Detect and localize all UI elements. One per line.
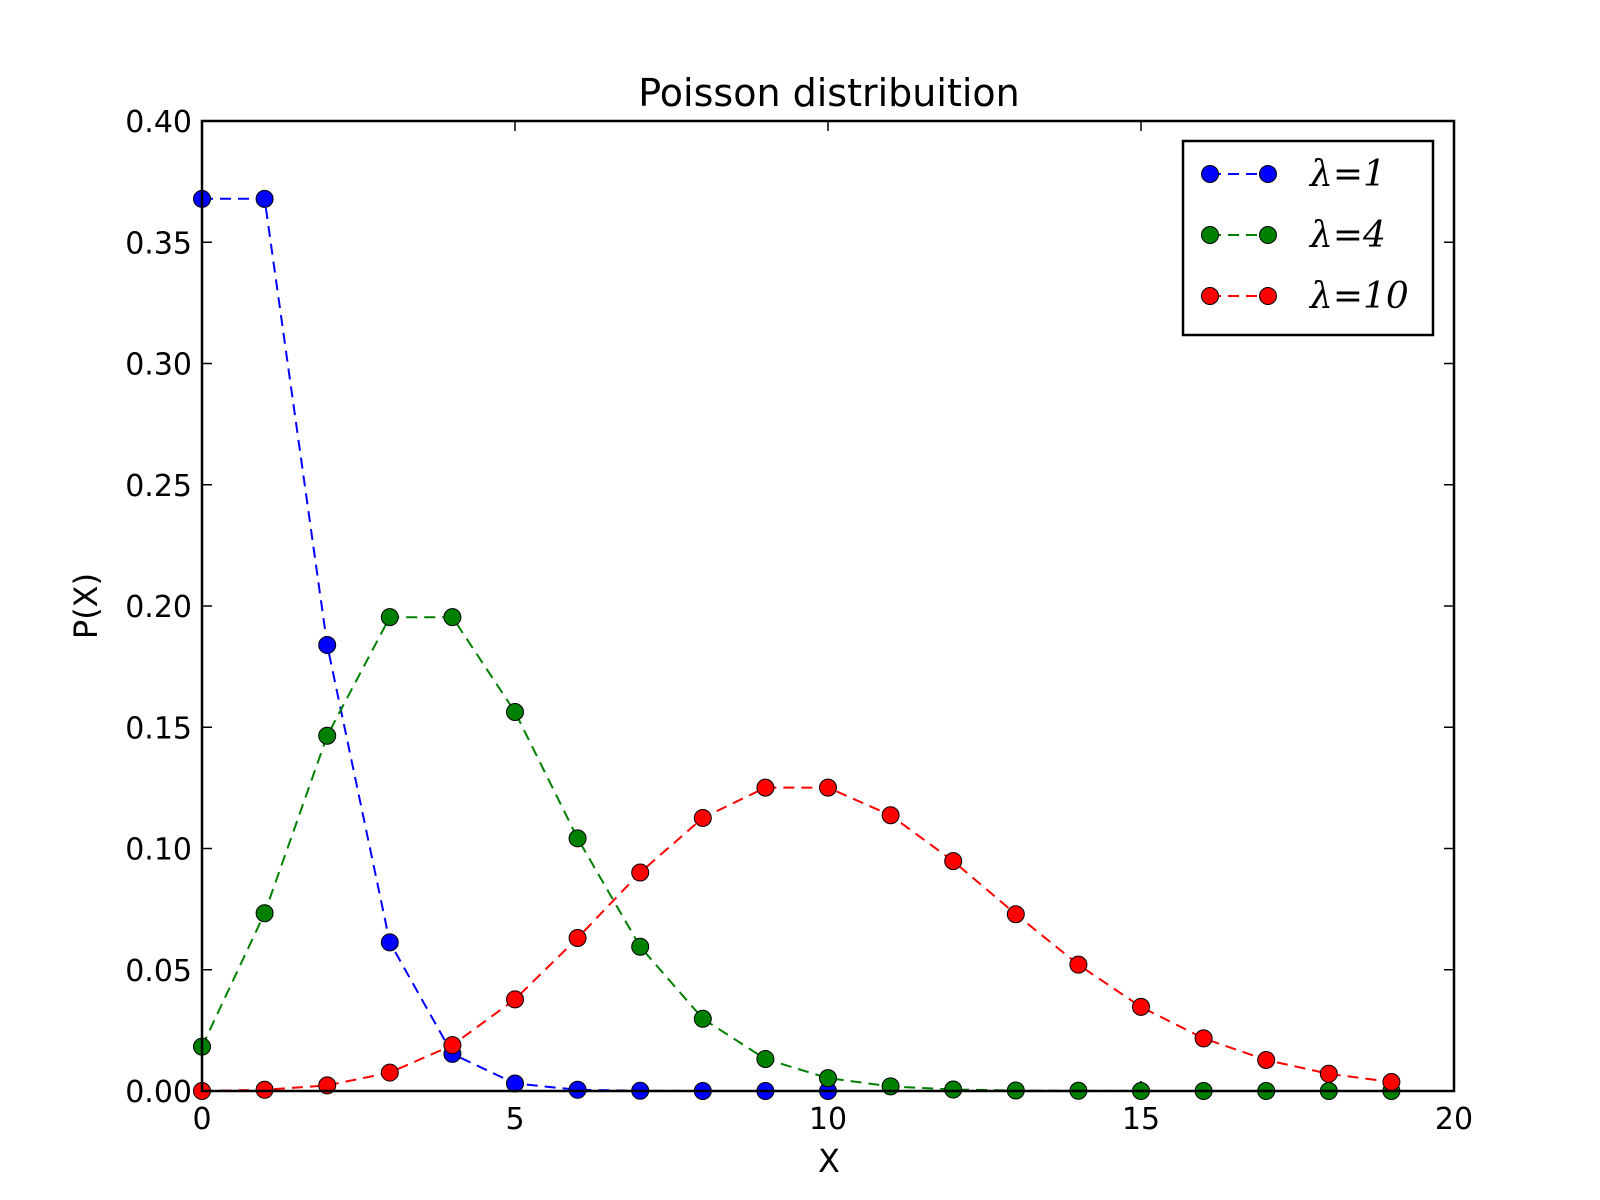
legend-label: λ=4 bbox=[1308, 215, 1386, 256]
data-point bbox=[693, 808, 712, 827]
data-point bbox=[819, 778, 837, 797]
data-point bbox=[506, 990, 524, 1009]
y-tick-label: 0.25 bbox=[125, 469, 192, 504]
x-tick-label: 20 bbox=[1435, 1102, 1473, 1137]
y-tick-label: 0.30 bbox=[125, 348, 192, 383]
data-point bbox=[506, 1074, 524, 1093]
legend-marker bbox=[1259, 165, 1277, 183]
data-point bbox=[1382, 1073, 1401, 1092]
legend-marker bbox=[1259, 226, 1277, 244]
data-point bbox=[756, 778, 775, 797]
data-point bbox=[819, 1069, 837, 1088]
data-point bbox=[756, 1049, 775, 1068]
data-point bbox=[881, 1077, 900, 1096]
data-point bbox=[1194, 1029, 1213, 1048]
data-point bbox=[380, 1063, 399, 1082]
data-point bbox=[944, 1080, 963, 1099]
plot-frame bbox=[200, 119, 1456, 1093]
data-point bbox=[1069, 955, 1088, 974]
y-tick-label: 0.10 bbox=[125, 833, 192, 868]
y-tick-label: 0.05 bbox=[125, 954, 192, 989]
data-point bbox=[568, 928, 587, 947]
data-point bbox=[1006, 905, 1025, 924]
data-point bbox=[380, 608, 399, 627]
y-tick-label: 0.00 bbox=[125, 1075, 192, 1110]
y-tick-label: 0.15 bbox=[125, 711, 192, 746]
data-point bbox=[318, 1076, 337, 1095]
data-point bbox=[881, 806, 900, 825]
data-point bbox=[443, 1036, 462, 1055]
x-tick-label: 15 bbox=[1122, 1102, 1160, 1137]
legend-box bbox=[1181, 139, 1435, 337]
data-point bbox=[255, 189, 274, 208]
data-point bbox=[631, 937, 650, 956]
legend: λ=1 λ=4 λ=10 bbox=[1181, 139, 1435, 337]
data-point bbox=[1319, 1064, 1338, 1083]
legend-marker bbox=[1201, 226, 1219, 244]
legend-marker bbox=[1201, 165, 1219, 183]
data-point bbox=[693, 1009, 712, 1028]
x-tick-label: 10 bbox=[809, 1102, 847, 1137]
data-point bbox=[380, 933, 399, 952]
legend-label: λ=10 bbox=[1308, 276, 1409, 317]
data-point bbox=[506, 702, 524, 721]
data-point bbox=[1257, 1050, 1276, 1069]
y-tick-label: 0.35 bbox=[125, 226, 192, 261]
legend-label: λ=1 bbox=[1308, 154, 1386, 195]
x-tick-label: 5 bbox=[505, 1102, 524, 1137]
y-axis-label: P(X) bbox=[67, 573, 105, 639]
series-line-2 bbox=[201, 786, 1392, 1092]
series-markers bbox=[193, 189, 1401, 1100]
data-point bbox=[944, 852, 963, 871]
data-point bbox=[1132, 997, 1150, 1016]
legend-marker bbox=[1201, 287, 1219, 305]
data-point bbox=[631, 863, 650, 882]
data-point bbox=[443, 608, 462, 627]
data-point bbox=[568, 829, 587, 848]
data-point bbox=[318, 726, 337, 745]
y-tick-label: 0.20 bbox=[125, 590, 192, 625]
data-point bbox=[255, 904, 274, 923]
axis-ticks: 0 5 10 15 20 0.00 0.05 0.10 0.15 0.20 0.25 0.30 0.35… bbox=[125, 105, 1473, 1137]
chart-title: Poisson distribuition bbox=[638, 71, 1019, 115]
data-point bbox=[318, 636, 337, 655]
x-tick-label: 0 bbox=[192, 1102, 211, 1137]
x-axis-label: X bbox=[818, 1142, 840, 1180]
y-tick-label: 0.40 bbox=[125, 105, 192, 140]
legend-marker bbox=[1259, 287, 1277, 305]
